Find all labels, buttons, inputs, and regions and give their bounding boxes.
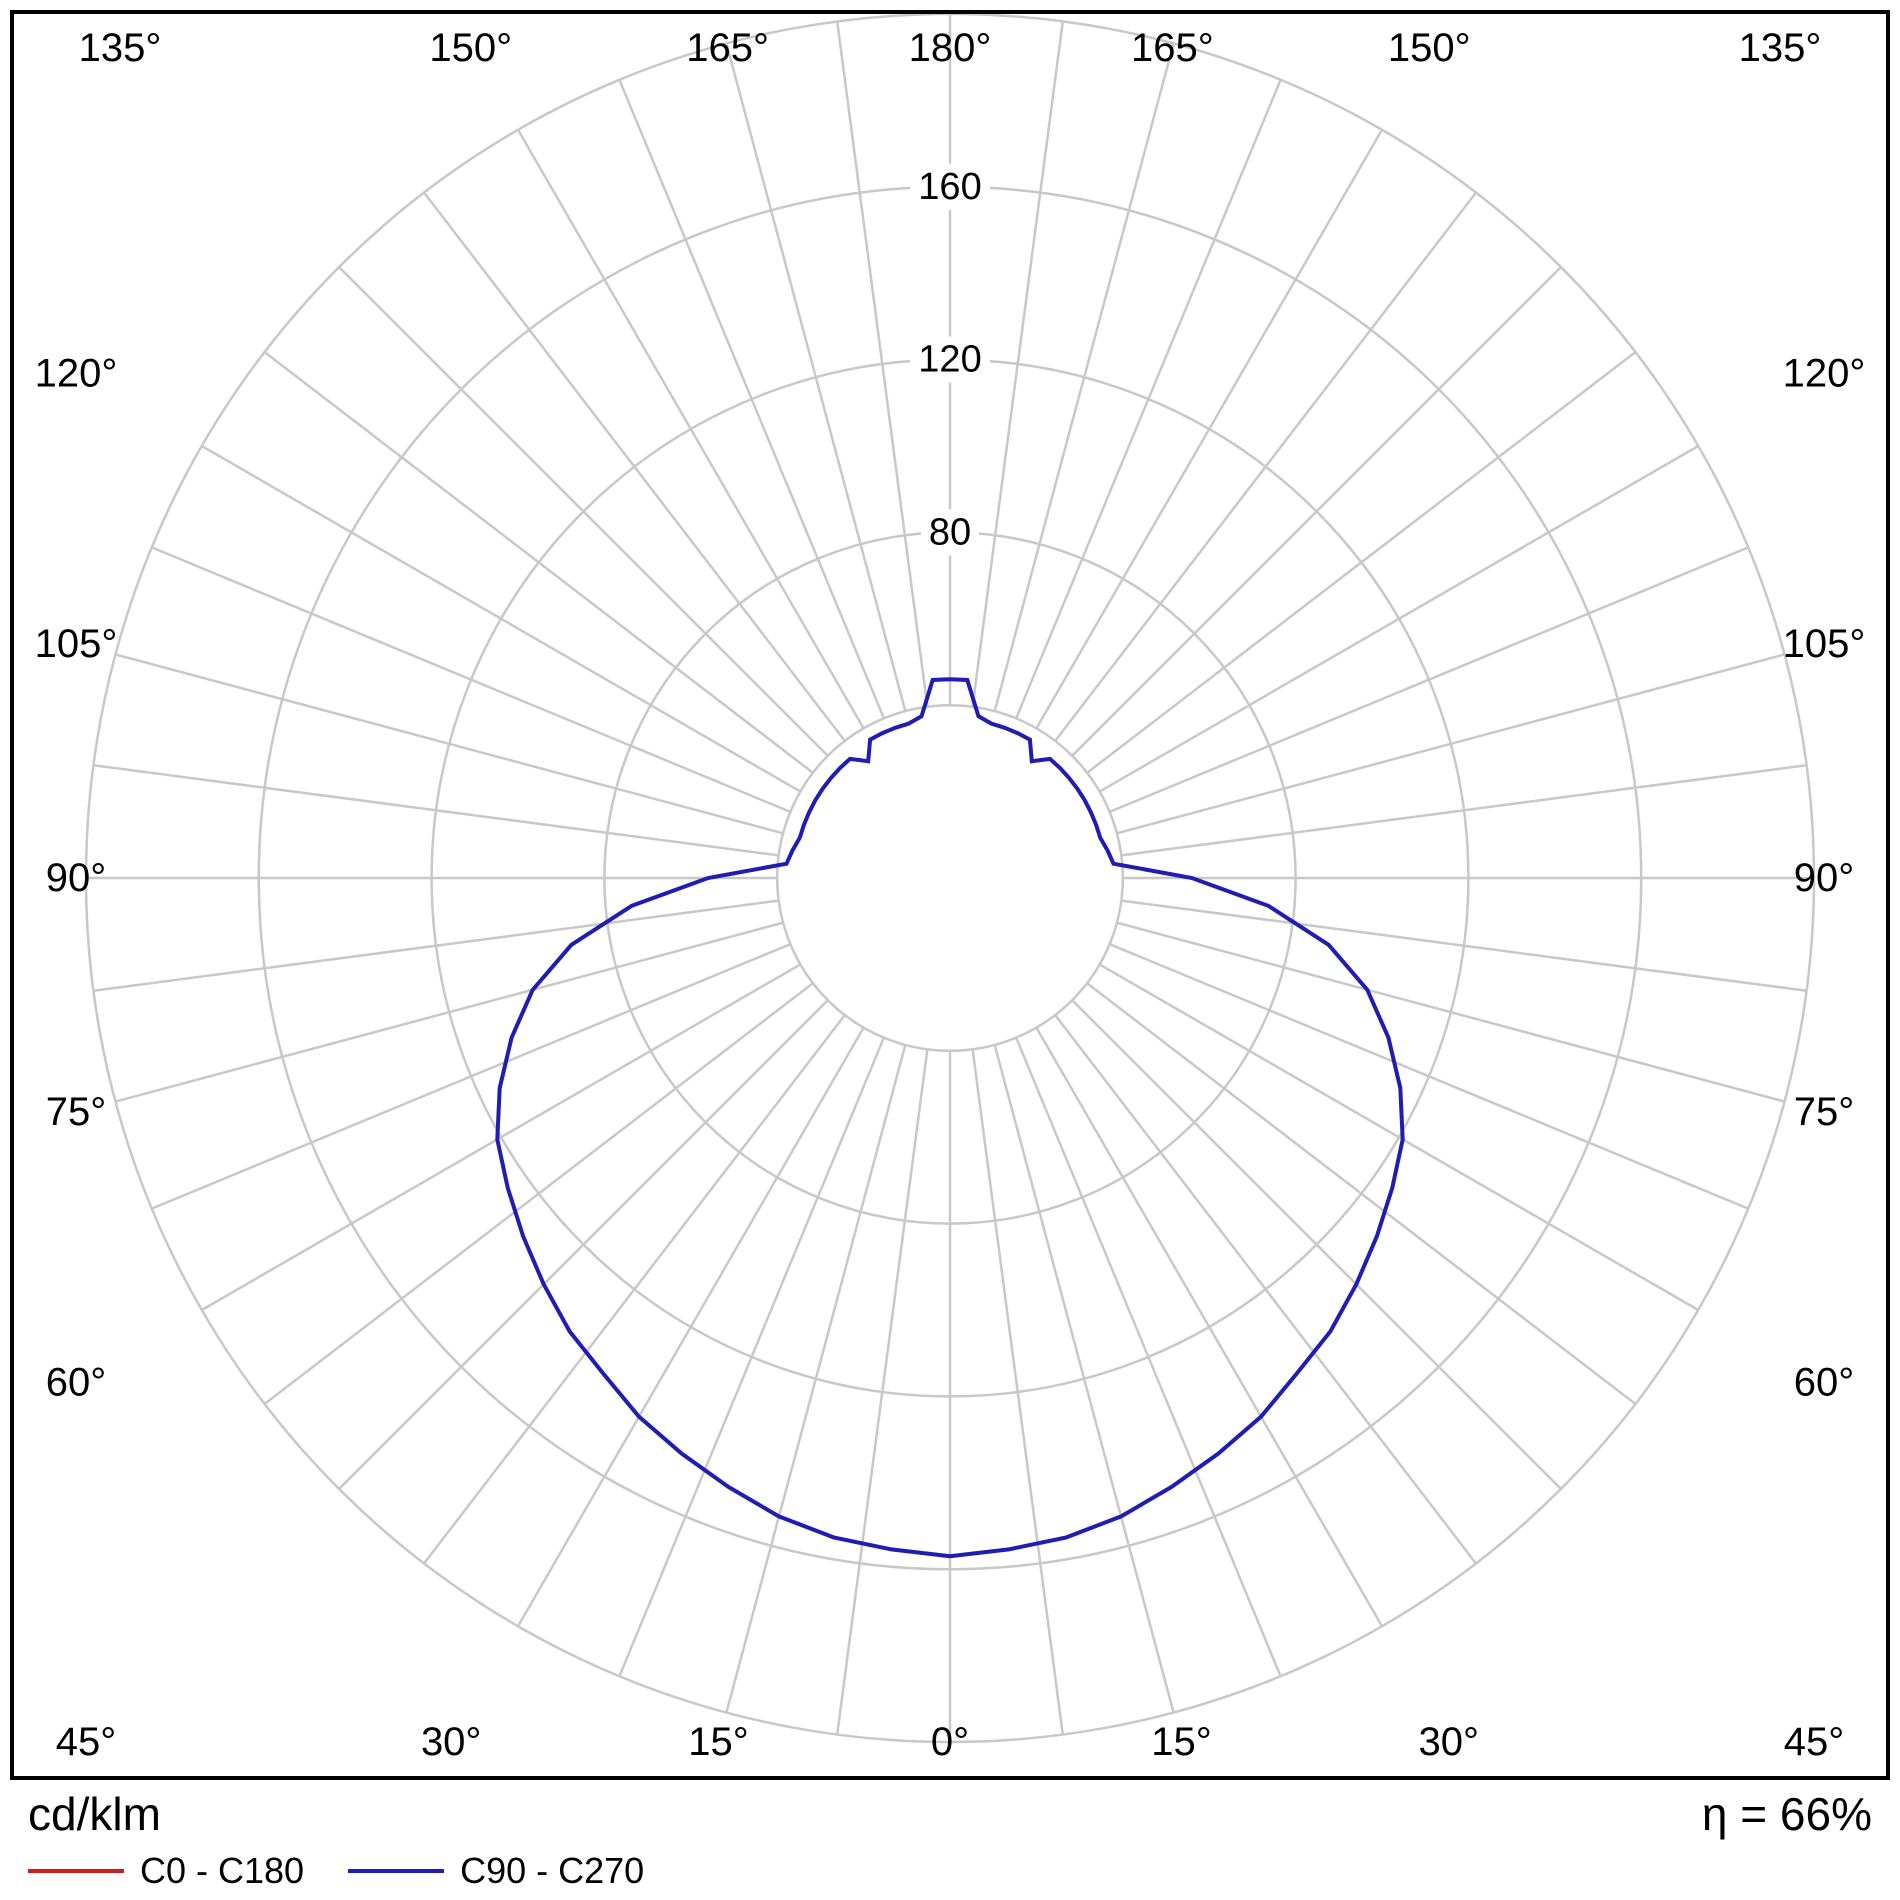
grid-spoke (1098, 963, 1699, 1312)
units-label: cd/klm (28, 1788, 161, 1840)
ring-label: 80 (929, 511, 971, 553)
grid-spoke (1086, 351, 1637, 774)
angle-label: 75° (1794, 1090, 1855, 1134)
grid-spoke (1121, 763, 1807, 857)
grid-spoke (115, 653, 784, 835)
angle-label: 135° (1739, 26, 1822, 70)
angle-label: 90° (1794, 856, 1855, 900)
grid-spoke (151, 546, 791, 814)
grid-spoke (1109, 942, 1749, 1210)
legend-swatch-c0-c180 (28, 1869, 124, 1874)
grid-spoke (971, 21, 1065, 707)
angle-label: 105° (35, 622, 118, 666)
grid-spoke (423, 191, 846, 742)
grid-spoke (971, 1049, 1065, 1735)
grid-spoke (1054, 1014, 1477, 1565)
grid-spoke (1121, 899, 1807, 993)
chart-footer: cd/klm η = 66% C0 - C180 C90 - C270 (0, 1790, 1900, 1900)
legend-item-c0-c180: C0 - C180 (28, 1850, 304, 1892)
angle-label: 150° (429, 26, 512, 70)
angle-label: 15° (1151, 1720, 1212, 1764)
grid-spoke (1071, 266, 1562, 757)
grid-spoke (1035, 1026, 1384, 1627)
grid-spoke (618, 1037, 886, 1677)
grid-spoke (993, 1044, 1175, 1713)
grid-spoke (725, 43, 907, 712)
grid-spoke (1086, 982, 1637, 1405)
legend-item-c90-c270: C90 - C270 (348, 1850, 644, 1892)
ring-label-backing (921, 509, 979, 556)
angle-label: 165° (1131, 26, 1214, 70)
efficiency-label: η = 66% (1701, 1788, 1872, 1840)
grid-spoke (993, 43, 1175, 712)
legend: C0 - C180 C90 - C270 (28, 1850, 1872, 1892)
grid-spoke (201, 444, 802, 793)
grid-spoke (1054, 191, 1477, 742)
angle-label: 30° (1419, 1720, 1480, 1764)
grid-spoke (93, 763, 779, 857)
intensity-curve-c90-c270 (495, 677, 1405, 1559)
chart-border (10, 10, 1890, 1780)
angle-label: 75° (46, 1090, 107, 1134)
grid-spoke (516, 129, 865, 730)
ring-label-backing (910, 163, 990, 210)
grid-spoke (618, 79, 886, 719)
grid-spoke (1071, 999, 1562, 1490)
polar-chart-canvas: 80 120 160 0° 15° 15° 30° 30° 45° 45° 60° 60° 75° 75°… (10, 10, 1890, 1780)
grid-spoke (263, 982, 814, 1405)
grid-spoke (1116, 653, 1785, 835)
grid-spoke (1014, 1037, 1282, 1677)
grid-spoke (835, 1049, 929, 1735)
ring-labels: 80 120 160 (910, 163, 990, 556)
grid-spoke (338, 999, 829, 1490)
angle-label: 150° (1388, 26, 1471, 70)
polar-grid (84, 12, 1816, 1744)
grid-spoke (151, 942, 791, 1210)
grid-spoke (201, 963, 802, 1312)
grid-spoke (263, 351, 814, 774)
angle-label: 60° (1794, 1361, 1855, 1405)
angle-label: 60° (46, 1361, 107, 1405)
grid-spoke (1014, 79, 1282, 719)
photometric-polar-diagram: 80 120 160 0° 15° 15° 30° 30° 45° 45° 60° 60° 75° 75°… (10, 10, 1890, 1780)
angle-label: 45° (1784, 1720, 1845, 1764)
angle-label: 135° (79, 26, 162, 70)
angle-label: 180° (909, 26, 992, 70)
legend-swatch-c90-c270 (348, 1869, 445, 1874)
angle-labels: 0° 15° 15° 30° 30° 45° 45° 60° 60° 75° 75° 90° 90° 10… (35, 26, 1866, 1764)
angle-label: 30° (421, 1720, 482, 1764)
angle-label: 120° (1783, 351, 1866, 395)
ring-label: 160 (918, 166, 981, 208)
grid-ring (775, 703, 1125, 1053)
angle-label: 165° (686, 26, 769, 70)
angle-label: 45° (56, 1720, 117, 1764)
grid-spoke (1116, 921, 1785, 1103)
grid-spoke (1109, 546, 1749, 814)
legend-label-c90-c270: C90 - C270 (460, 1850, 645, 1892)
angle-label: 120° (35, 351, 118, 395)
grid-spoke (516, 1026, 865, 1627)
grid-spoke (1035, 129, 1384, 730)
angle-label: 105° (1783, 622, 1866, 666)
grid-spoke (115, 921, 784, 1103)
legend-label-c0-c180: C0 - C180 (140, 1850, 305, 1892)
grid-spoke (93, 899, 779, 993)
ring-label-backing (910, 336, 990, 383)
angle-label: 90° (46, 856, 107, 900)
grid-spoke (423, 1014, 846, 1565)
angle-label: 0° (931, 1720, 969, 1764)
grid-spoke (725, 1044, 907, 1713)
ring-label: 120 (918, 339, 981, 381)
angle-label: 15° (688, 1720, 749, 1764)
grid-spoke (835, 21, 929, 707)
grid-spoke (1098, 444, 1699, 793)
grid-spoke (338, 266, 829, 757)
